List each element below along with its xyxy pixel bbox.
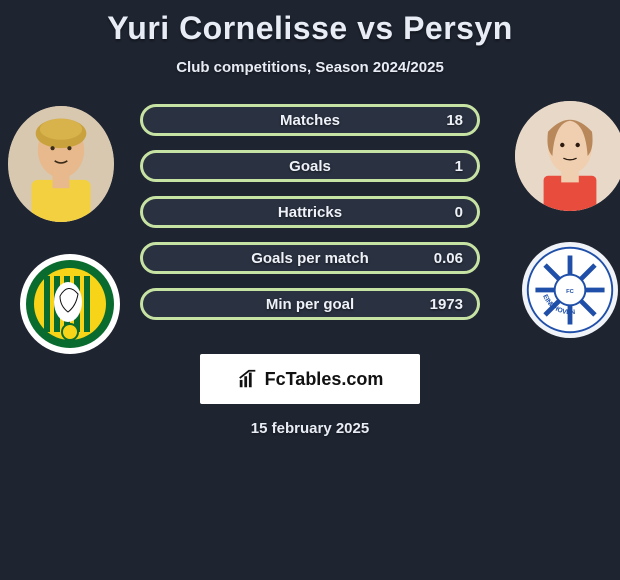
stat-row-hattricks: Hattricks 0 <box>140 196 480 228</box>
stat-label: Matches <box>280 112 340 129</box>
player-left-crest <box>20 254 120 354</box>
stat-label: Goals <box>289 158 331 175</box>
stats-list: Matches 18 Goals 1 Hattricks 0 Goals per… <box>140 104 480 334</box>
stat-row-mpg: Min per goal 1973 <box>140 288 480 320</box>
page-title: Yuri Cornelisse vs Persyn <box>0 0 620 47</box>
player-right-photo <box>515 101 620 211</box>
stat-label: Min per goal <box>266 296 354 313</box>
comparison-area: FC EINDHOVEN Matches 18 Goals 1 Hattrick… <box>0 106 620 336</box>
player-right-crest: FC EINDHOVEN <box>522 242 618 338</box>
stat-right-value: 1 <box>455 158 463 175</box>
subtitle: Club competitions, Season 2024/2025 <box>0 59 620 76</box>
player-left-photo <box>8 106 114 222</box>
stat-row-matches: Matches 18 <box>140 104 480 136</box>
stat-row-goals: Goals 1 <box>140 150 480 182</box>
svg-text:FC: FC <box>566 289 574 295</box>
stat-right-value: 0 <box>455 204 463 221</box>
stat-row-gpm: Goals per match 0.06 <box>140 242 480 274</box>
chart-icon <box>237 368 259 390</box>
date-text: 15 february 2025 <box>0 420 620 437</box>
stat-right-value: 0.06 <box>434 250 463 267</box>
stat-right-value: 1973 <box>430 296 463 313</box>
stat-label: Goals per match <box>251 250 369 267</box>
stat-label: Hattricks <box>278 204 342 221</box>
brand-text: FcTables.com <box>265 369 384 390</box>
stat-right-value: 18 <box>446 112 463 129</box>
brand-badge: FcTables.com <box>200 354 420 404</box>
